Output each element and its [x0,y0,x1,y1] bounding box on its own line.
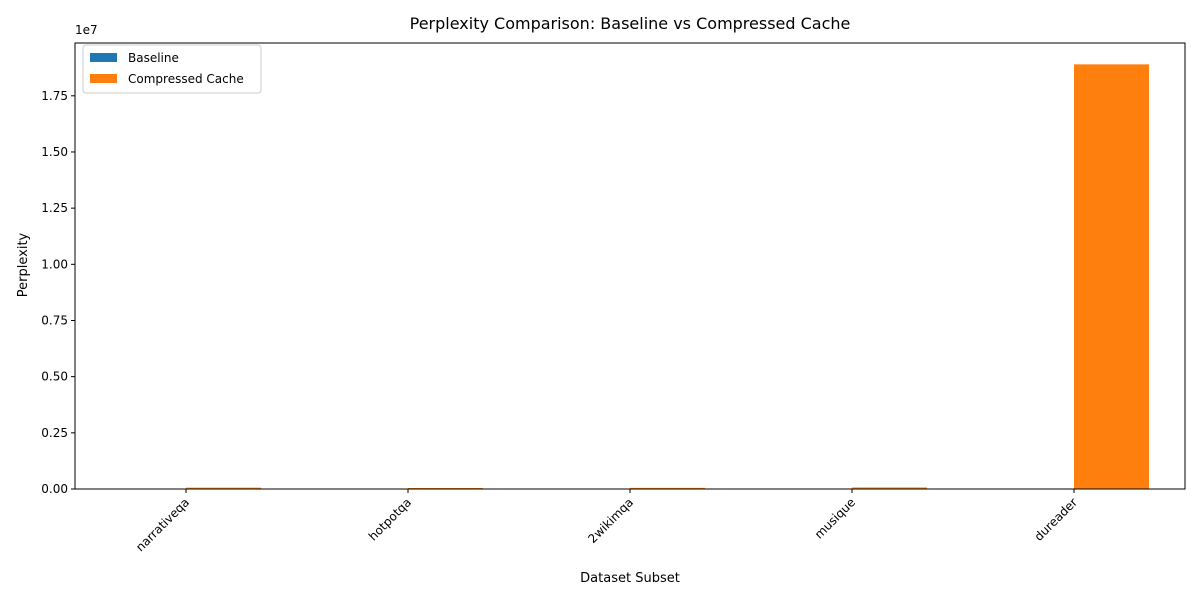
y-tick-label: 1.25 [41,201,68,215]
y-tick-label: 1.00 [41,257,68,271]
chart-title: Perplexity Comparison: Baseline vs Compr… [410,14,851,33]
x-tick-label-musique: musique [812,495,858,541]
y-tick-label: 1.75 [41,89,68,103]
x-axis-label: Dataset Subset [580,571,680,586]
x-tick-label-narrativeqa: narrativeqa [133,495,192,554]
y-tick-label: 0.75 [41,313,68,327]
x-tick-label-2wikimqa: 2wikimqa [585,495,636,546]
y-tick-label: 0.25 [41,426,68,440]
x-tick-label-hotpotqa: hotpotqa [366,495,414,543]
legend-swatch-baseline [90,53,117,62]
bar-compressed-cache-dureader [1074,64,1149,489]
legend-label-compressed-cache: Compressed Cache [128,72,244,86]
legend: Baseline Compressed Cache [83,45,261,93]
legend-swatch-compressed-cache [90,74,117,83]
y-tick-label: 0.50 [41,370,68,384]
y-axis-label: Perplexity [16,232,31,297]
y-tick-label: 0.00 [41,482,68,496]
y-offset-label: 1e7 [75,23,98,37]
plot-frame [75,43,1185,489]
y-tick-label: 1.50 [41,145,68,159]
x-tick-label-dureader: dureader [1032,495,1081,544]
legend-label-baseline: Baseline [128,51,179,65]
